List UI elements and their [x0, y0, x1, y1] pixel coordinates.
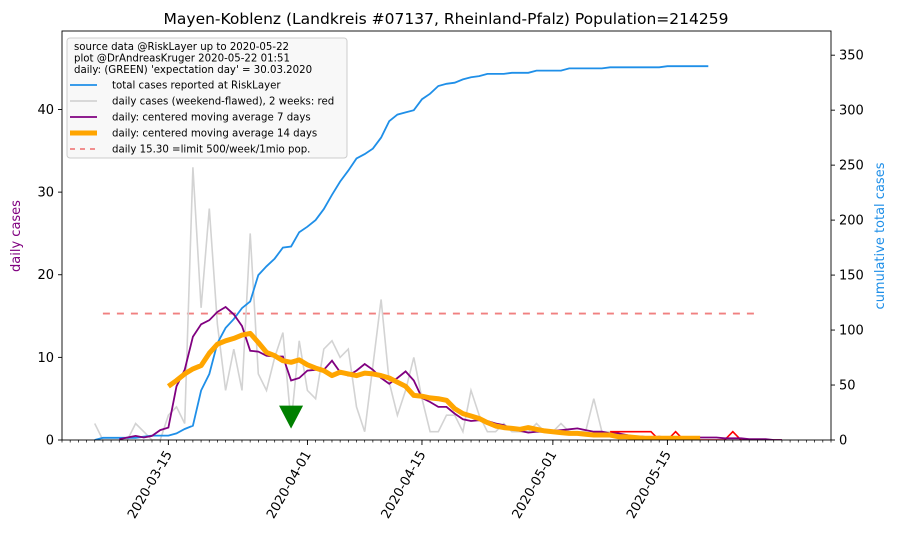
y-axis-right-label: cumulative total cases: [873, 162, 888, 309]
legend-header-line: daily: (GREEN) 'expectation day' = 30.03…: [74, 65, 312, 76]
y-left-tick-label: 30: [37, 186, 54, 201]
legend-entry-label: total cases reported at RiskLayer: [112, 81, 281, 92]
y-right-tick-label: 250: [839, 159, 864, 174]
chart-title: Mayen-Koblenz (Landkreis #07137, Rheinla…: [164, 10, 729, 28]
series-daily-cases-red: [610, 430, 782, 440]
legend-box: [66, 37, 348, 159]
legend: source data @RiskLayer up to 2020-05-22p…: [66, 37, 348, 159]
legend-entry-label: daily: centered moving average 7 days: [112, 113, 311, 124]
expectation-day-marker: [279, 405, 304, 429]
series-layer: [93, 65, 782, 440]
legend-entry-label: daily cases (weekend-flawed), 2 weeks: r…: [112, 97, 334, 108]
x-tick-label: 2020-04-01: [264, 449, 315, 522]
y-left-tick-label: 40: [37, 103, 54, 118]
y-axis-left-label: daily cases: [9, 200, 24, 272]
x-tick-label: 2020-04-15: [379, 449, 430, 522]
legend-entry-label: daily 15.30 =limit 500/week/1mio pop.: [112, 145, 310, 156]
y-right-tick-label: 100: [839, 324, 864, 339]
y-right-tick-label: 200: [839, 214, 864, 229]
y-right-tick-label: 150: [839, 269, 864, 284]
y-left-tick-label: 10: [37, 351, 54, 366]
legend-header-line: source data @RiskLayer up to 2020-05-22: [74, 42, 289, 53]
series-total-cases: [94, 65, 709, 440]
y-left-tick-label: 0: [46, 434, 54, 449]
y-right-tick-label: 350: [839, 49, 864, 64]
legend-header-line: plot @DrAndreasKruger 2020-05-22 01:51: [74, 54, 290, 65]
y-left-tick-label: 20: [37, 268, 54, 283]
y-right-tick-label: 0: [839, 434, 847, 449]
series-ma14: [166, 330, 701, 440]
legend-entry-label: daily: centered moving average 14 days: [112, 129, 317, 140]
y-right-tick-label: 300: [839, 104, 864, 119]
x-tick-label: 2020-05-01: [510, 449, 561, 522]
x-tick-label: 2020-03-15: [125, 449, 176, 522]
x-tick-label: 2020-05-15: [624, 449, 675, 522]
y-right-tick-label: 50: [839, 379, 856, 394]
